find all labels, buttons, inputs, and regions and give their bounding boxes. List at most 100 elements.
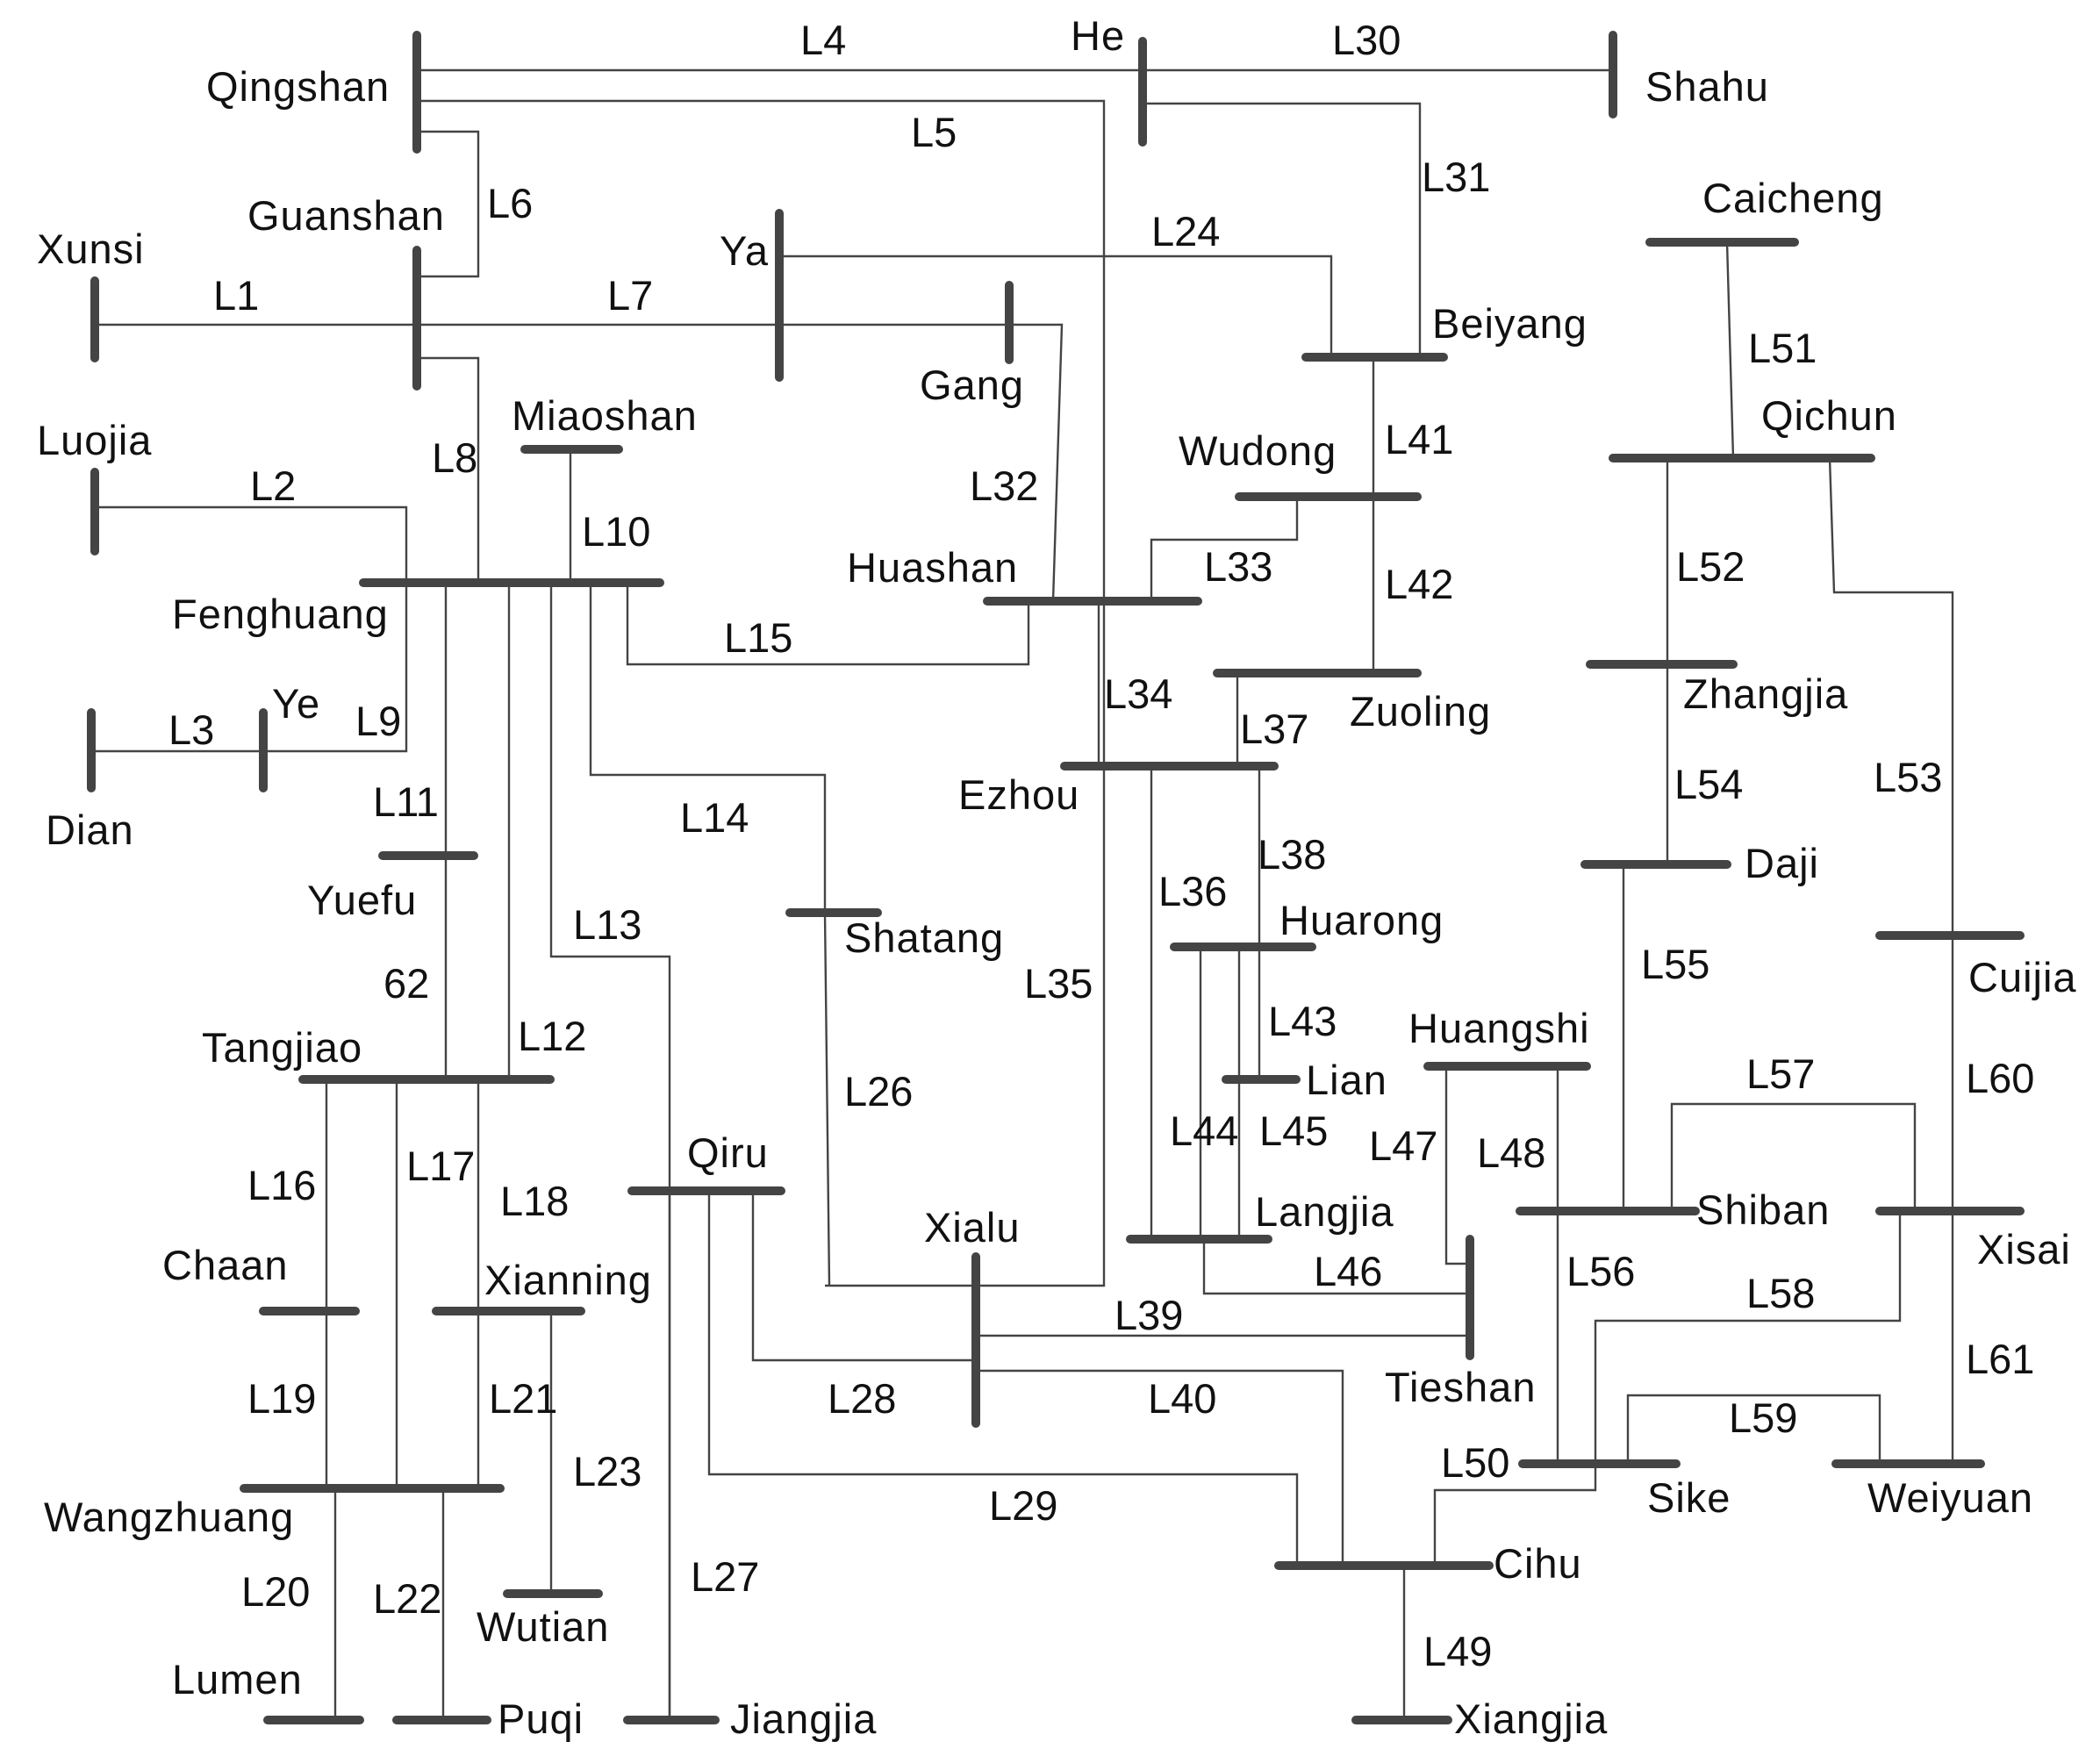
label-xialu: Xialu: [924, 1204, 1021, 1251]
label-l41: L41: [1385, 416, 1453, 462]
label-l11: L11: [373, 778, 439, 825]
label-l30: L30: [1332, 17, 1401, 63]
line-l13: [549, 583, 671, 1720]
label-l33: L33: [1204, 543, 1272, 590]
label-ye: Ye: [272, 680, 320, 727]
label-qiru: Qiru: [687, 1129, 769, 1176]
label-l3: L3: [168, 706, 214, 753]
label-l20: L20: [241, 1568, 310, 1615]
label-l13: L13: [573, 901, 641, 948]
label-l48: L48: [1477, 1129, 1545, 1176]
line-l26: [823, 912, 831, 1287]
label-l40: L40: [1148, 1375, 1216, 1422]
label-l9: L9: [355, 698, 401, 744]
line-labels: L4 L30 L5 L31 L6 L1 L7 L24 L51 L8 L2 L10…: [168, 17, 2034, 1674]
label-jiangjia: Jiangjia: [730, 1695, 877, 1742]
label-xiangjia: Xiangjia: [1454, 1695, 1608, 1742]
label-l15: L15: [724, 614, 792, 661]
label-l7: L7: [607, 272, 653, 319]
label-l54: L54: [1674, 761, 1743, 807]
label-qichun: Qichun: [1761, 392, 1897, 439]
label-l57: L57: [1746, 1050, 1815, 1097]
label-miaoshan: Miaoshan: [512, 392, 698, 439]
label-l5: L5: [911, 109, 957, 155]
label-l50: L50: [1441, 1439, 1509, 1486]
label-l60: L60: [1966, 1055, 2034, 1101]
label-wudong: Wudong: [1179, 427, 1337, 474]
label-l46: L46: [1314, 1248, 1382, 1294]
label-l39: L39: [1115, 1292, 1183, 1338]
line-l51: [1725, 241, 1735, 459]
label-l51: L51: [1748, 325, 1817, 371]
label-l2: L2: [250, 462, 296, 509]
line-l40: [976, 1369, 1344, 1566]
label-l43: L43: [1268, 998, 1337, 1044]
label-l12: L12: [518, 1013, 586, 1059]
label-caicheng: Caicheng: [1702, 175, 1884, 221]
bus-bars: [87, 31, 2025, 1724]
label-l24: L24: [1151, 208, 1220, 254]
label-l49: L49: [1423, 1628, 1492, 1674]
label-luojia: Luojia: [37, 417, 152, 463]
label-l45: L45: [1259, 1107, 1328, 1154]
line-l28: [751, 1191, 976, 1362]
label-l6: L6: [487, 180, 533, 226]
label-l35: L35: [1024, 960, 1093, 1007]
label-puqi: Puqi: [498, 1695, 584, 1742]
label-huangshi: Huangshi: [1408, 1005, 1590, 1051]
label-lian: Lian: [1306, 1057, 1387, 1103]
label-zhangjia: Zhangjia: [1683, 670, 1848, 717]
label-qingshan: Qingshan: [206, 63, 390, 110]
label-l37: L37: [1240, 706, 1308, 752]
line-l2: [95, 505, 408, 753]
label-l32: L32: [970, 462, 1038, 509]
line-l15: [626, 583, 1030, 666]
line-l29: [707, 1191, 1299, 1566]
line-l59: [1626, 1394, 1881, 1464]
label-l21: L21: [489, 1375, 557, 1422]
label-l58: L58: [1746, 1270, 1815, 1316]
label-l10: L10: [582, 508, 650, 555]
line-l32: [1009, 323, 1064, 602]
label-l55: L55: [1641, 941, 1709, 987]
label-l34: L34: [1104, 670, 1172, 717]
label-l27: L27: [691, 1553, 759, 1600]
label-shiban: Shiban: [1696, 1186, 1830, 1233]
label-l56: L56: [1566, 1248, 1635, 1294]
label-shatang: Shatang: [844, 914, 1004, 961]
label-ezhou: Ezhou: [958, 771, 1079, 818]
label-l31: L31: [1422, 154, 1490, 200]
label-l38: L38: [1258, 831, 1326, 878]
label-l8: L8: [432, 434, 477, 481]
label-sike: Sike: [1647, 1474, 1731, 1521]
label-l22: L22: [373, 1575, 441, 1622]
label-l26: L26: [844, 1068, 913, 1115]
label-l18: L18: [500, 1178, 569, 1224]
label-l23: L23: [573, 1448, 641, 1495]
label-l53: L53: [1874, 754, 1942, 800]
label-l36: L36: [1158, 868, 1227, 914]
label-ya: Ya: [720, 227, 769, 274]
label-l42: L42: [1385, 561, 1453, 607]
transmission-lines: [91, 68, 1954, 1720]
label-l14: L14: [680, 794, 749, 841]
label-l61: L61: [1966, 1336, 2034, 1382]
line-l33: [1150, 497, 1299, 601]
line-l53: [1828, 457, 1954, 935]
label-he: He: [1071, 12, 1125, 59]
label-tieshan: Tieshan: [1385, 1364, 1536, 1410]
label-l62: 62: [383, 960, 429, 1007]
label-l29: L29: [989, 1482, 1057, 1529]
label-zuoling: Zuoling: [1350, 688, 1491, 735]
label-l44: L44: [1170, 1107, 1238, 1154]
label-l52: L52: [1676, 543, 1745, 590]
label-yuefu: Yuefu: [307, 877, 417, 923]
line-l24: [779, 254, 1333, 357]
label-cihu: Cihu: [1494, 1540, 1582, 1587]
line-l5: [417, 99, 1106, 1287]
bus-labels: Qingshan He Shahu Guanshan Xunsi Ya Gang…: [37, 12, 2077, 1742]
label-cuijia: Cuijia: [1968, 954, 2077, 1000]
label-gang: Gang: [920, 362, 1024, 408]
label-l28: L28: [828, 1375, 896, 1422]
